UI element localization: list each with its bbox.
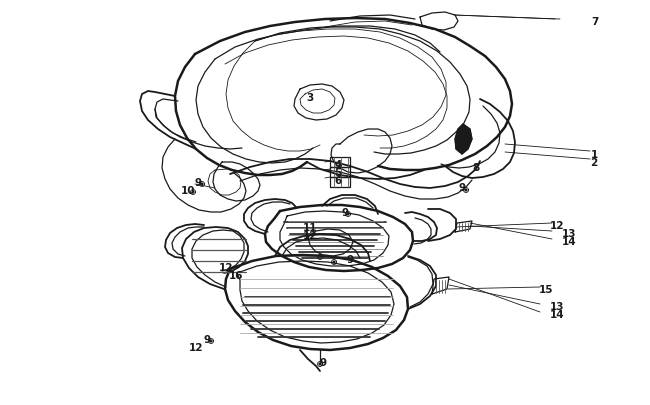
Text: 9: 9 <box>346 254 354 264</box>
Text: 8: 8 <box>473 162 480 173</box>
Text: 16: 16 <box>229 270 243 280</box>
Text: 13: 13 <box>562 228 577 239</box>
Text: 15: 15 <box>539 284 553 294</box>
Polygon shape <box>333 262 335 263</box>
Text: 4: 4 <box>334 160 342 170</box>
Text: 12: 12 <box>219 262 233 272</box>
Text: 9: 9 <box>203 334 211 344</box>
Text: 3: 3 <box>306 93 313 103</box>
Text: 9: 9 <box>458 183 465 192</box>
Polygon shape <box>465 190 467 192</box>
Text: 2: 2 <box>590 158 597 168</box>
Text: 6: 6 <box>334 175 342 185</box>
Polygon shape <box>347 213 349 215</box>
Text: 12: 12 <box>188 342 203 352</box>
Text: 12: 12 <box>303 230 317 241</box>
Text: 10: 10 <box>181 185 195 196</box>
Text: 11: 11 <box>303 222 317 232</box>
Polygon shape <box>319 256 321 258</box>
Text: 9: 9 <box>319 357 326 367</box>
Polygon shape <box>192 192 194 194</box>
Text: 14: 14 <box>562 237 577 246</box>
Text: 13: 13 <box>550 301 564 311</box>
Text: 12: 12 <box>550 220 564 230</box>
Polygon shape <box>210 340 212 342</box>
Text: 14: 14 <box>550 309 564 319</box>
Text: 9: 9 <box>341 207 348 217</box>
Polygon shape <box>455 125 472 155</box>
Polygon shape <box>319 363 321 365</box>
Text: 9: 9 <box>194 177 202 188</box>
Polygon shape <box>201 184 203 185</box>
Text: 7: 7 <box>592 17 599 27</box>
Text: 1: 1 <box>590 149 597 160</box>
Text: 5: 5 <box>334 168 342 177</box>
